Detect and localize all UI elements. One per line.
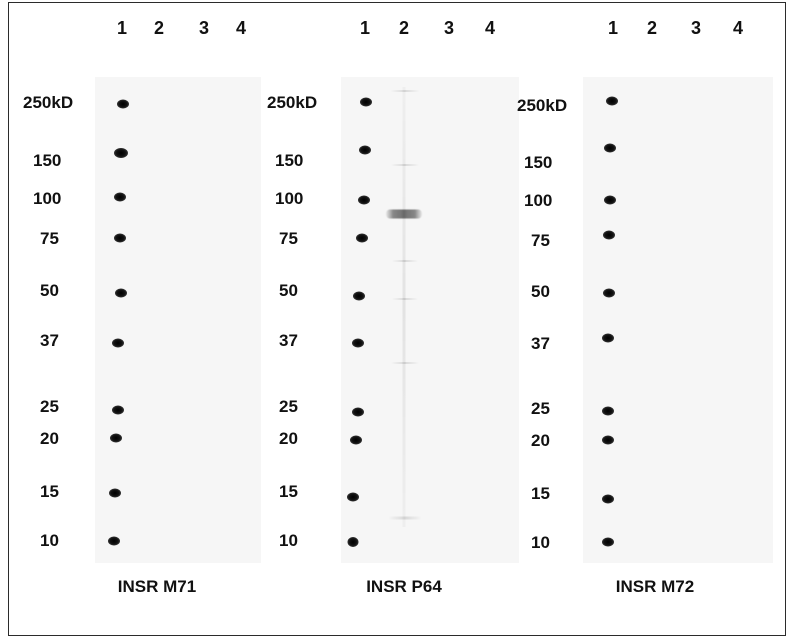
lane-number: 2 <box>153 18 165 38</box>
lane-number: 4 <box>235 18 247 38</box>
mw-marker-label: 100 <box>275 189 304 208</box>
lane-number: 2 <box>646 18 658 38</box>
lane-numbers: 1 2 3 4 <box>9 18 269 42</box>
mw-marker-label: 250kD <box>23 93 74 112</box>
mw-marker-label: 20 <box>40 429 59 448</box>
mw-marker-label: 150 <box>524 153 553 172</box>
panel-label: INSR M71 <box>117 577 197 596</box>
ladder-band <box>358 195 370 205</box>
lane-number: 2 <box>398 18 410 38</box>
mw-marker-label: 50 <box>279 281 298 300</box>
ladder-band <box>117 99 129 109</box>
mw-marker-label: 25 <box>40 397 59 416</box>
mw-marker-label: 75 <box>40 229 59 248</box>
ladder-band <box>604 195 616 205</box>
ladder-band <box>359 145 371 155</box>
mw-marker-label: 37 <box>531 334 550 353</box>
ladder-band <box>602 494 614 504</box>
membrane <box>341 77 519 563</box>
ladder-band <box>112 338 124 348</box>
mw-marker-label: 150 <box>275 151 304 170</box>
lane-numbers: 1 2 3 4 <box>507 18 767 42</box>
ladder-band <box>115 288 127 298</box>
mw-marker-label: 150 <box>33 151 62 170</box>
faint-band <box>391 362 419 364</box>
ladder-band <box>109 488 121 498</box>
ladder-band <box>602 333 614 343</box>
ladder-band <box>606 96 618 106</box>
lane-number: 3 <box>690 18 702 38</box>
mw-marker-label: 20 <box>279 429 298 448</box>
mw-marker-label: 10 <box>279 531 298 550</box>
blot-panel-insr-m72: 1 2 3 4 250kD 150 100 75 50 37 25 20 15 … <box>507 3 773 637</box>
ladder-band <box>353 291 365 301</box>
mw-marker-label: 100 <box>524 191 553 210</box>
ladder-band <box>604 143 616 153</box>
mw-marker-label: 75 <box>531 231 550 250</box>
membrane <box>95 77 261 563</box>
lane-number: 4 <box>484 18 496 38</box>
western-blot-figure: 1 2 3 4 250kD 150 100 75 50 37 25 20 15 … <box>8 2 786 636</box>
mw-marker-label: 15 <box>279 482 298 501</box>
mw-marker-label: 250kD <box>517 96 568 115</box>
lane-number: 1 <box>116 18 128 38</box>
mw-marker-label: 75 <box>279 229 298 248</box>
lane-number: 3 <box>443 18 455 38</box>
panel-label: INSR M72 <box>615 577 695 596</box>
ladder-band <box>356 233 368 243</box>
ladder-band <box>112 405 124 415</box>
mw-marker-label: 10 <box>40 531 59 550</box>
mw-marker-label: 100 <box>33 189 62 208</box>
lane-smear <box>402 87 406 527</box>
faint-band <box>392 298 418 300</box>
lane-number: 1 <box>359 18 371 38</box>
ladder-band <box>110 433 122 443</box>
faint-band <box>392 260 418 262</box>
ladder-band <box>347 537 359 547</box>
ladder-band <box>114 148 128 158</box>
ladder-band <box>360 97 372 107</box>
mw-marker-label: 10 <box>531 533 550 552</box>
mw-marker-label: 20 <box>531 431 550 450</box>
ladder-band <box>603 230 615 240</box>
ladder-band <box>603 288 615 298</box>
lane-numbers: 1 2 3 4 <box>259 18 519 42</box>
blot-panel-insr-m71: 1 2 3 4 250kD 150 100 75 50 37 25 20 15 … <box>9 3 269 637</box>
faint-band <box>391 164 419 166</box>
faint-band <box>390 90 420 92</box>
faint-band <box>388 516 422 520</box>
membrane <box>583 77 773 563</box>
ladder-band <box>602 537 614 547</box>
ladder-band <box>352 338 364 348</box>
lane-number: 3 <box>198 18 210 38</box>
ladder-band <box>108 536 120 546</box>
ladder-band <box>114 233 126 243</box>
ladder-band <box>602 406 614 416</box>
ladder-band <box>347 492 359 502</box>
sample-band <box>386 209 422 219</box>
mw-marker-label: 15 <box>531 484 550 503</box>
mw-marker-label: 250kD <box>267 93 318 112</box>
mw-marker-label: 37 <box>279 331 298 350</box>
lane-number: 1 <box>607 18 619 38</box>
ladder-band <box>114 192 126 202</box>
mw-marker-label: 37 <box>40 331 59 350</box>
lane-number: 4 <box>732 18 744 38</box>
mw-marker-label: 25 <box>531 399 550 418</box>
ladder-band <box>602 435 614 445</box>
blot-panel-insr-p64: 1 2 3 4 250kD 150 100 75 50 37 25 20 15 … <box>259 3 519 637</box>
mw-marker-label: 50 <box>40 281 59 300</box>
ladder-band <box>352 407 364 417</box>
ladder-band <box>350 435 362 445</box>
mw-marker-label: 15 <box>40 482 59 501</box>
panel-label: INSR P64 <box>366 577 442 596</box>
mw-marker-label: 25 <box>279 397 298 416</box>
mw-marker-label: 50 <box>531 282 550 301</box>
